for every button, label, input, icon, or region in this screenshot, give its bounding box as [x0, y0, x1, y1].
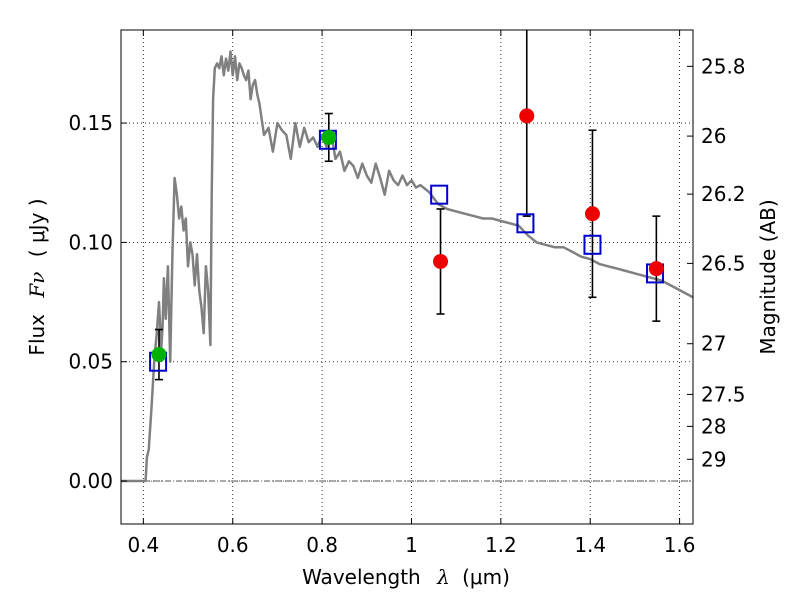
- detection-point: [321, 129, 337, 145]
- x-axis-title-text: Wavelength: [302, 565, 421, 589]
- y-ticks: 0.00 0.05 0.10 0.15: [68, 111, 127, 493]
- y-axis-title: Flux Fν ( μJy ): [25, 198, 49, 355]
- magnitude-tick-label: 27: [701, 332, 726, 356]
- magnitude-tick-label: 25.8: [701, 54, 746, 78]
- sed-curve-layer: [121, 50, 693, 483]
- magnitude-tick-label: 26.5: [701, 251, 746, 275]
- plot-frame: [120, 29, 694, 525]
- magnitude-tick-label: 28: [701, 414, 726, 438]
- magnitude-tick-label: 26: [701, 124, 726, 148]
- x-tick-label: 0.4: [127, 533, 159, 557]
- y-axis-title-text: Flux: [25, 314, 49, 356]
- y-tick-label: 0.10: [68, 230, 113, 254]
- x-axis-title-symbol: λ: [436, 565, 450, 589]
- model-square: [430, 184, 449, 205]
- x-tick-label: 1: [405, 533, 418, 557]
- y-axis-title-unit: ( μJy ): [25, 198, 49, 257]
- x-tick-label: 1.4: [574, 533, 606, 557]
- detection-point: [151, 347, 167, 363]
- x-tick-label: 0.8: [306, 533, 338, 557]
- detection-layer: [151, 129, 337, 363]
- magnitude-axis-title: Magnitude (AB): [756, 199, 780, 354]
- x-ticks: 0.4 0.6 0.8 1 1.2 1.4 1.6: [127, 30, 696, 557]
- y-tick-label: 0.05: [68, 350, 113, 374]
- measurement-point: [433, 253, 449, 269]
- x-tick-label: 1.6: [664, 533, 696, 557]
- measurement-point: [648, 261, 664, 277]
- measurement-layer: [433, 108, 664, 277]
- x-tick-label: 0.6: [217, 533, 249, 557]
- model-square: [516, 213, 535, 234]
- sed-curve: [121, 50, 693, 483]
- measurement-point: [519, 108, 535, 124]
- x-tick-label: 1.2: [485, 533, 517, 557]
- magnitude-tick-label: 27.5: [701, 382, 746, 406]
- x-axis-title-unit: (μm): [462, 565, 510, 589]
- model-square: [583, 234, 602, 255]
- y-axis-title-symbol: Fν: [25, 272, 49, 299]
- x-axis-title: Wavelength λ (μm): [302, 565, 510, 589]
- magnitude-tick-label: 26.2: [701, 182, 746, 206]
- magnitude-ticks: 25.8 26 26.2 26.5 27 27.5 28 29: [687, 54, 746, 471]
- measurement-point: [584, 206, 600, 222]
- y-tick-label: 0.00: [68, 469, 113, 493]
- plot-background: [121, 30, 693, 524]
- y-tick-label: 0.15: [68, 111, 113, 135]
- magnitude-tick-label: 29: [701, 447, 726, 471]
